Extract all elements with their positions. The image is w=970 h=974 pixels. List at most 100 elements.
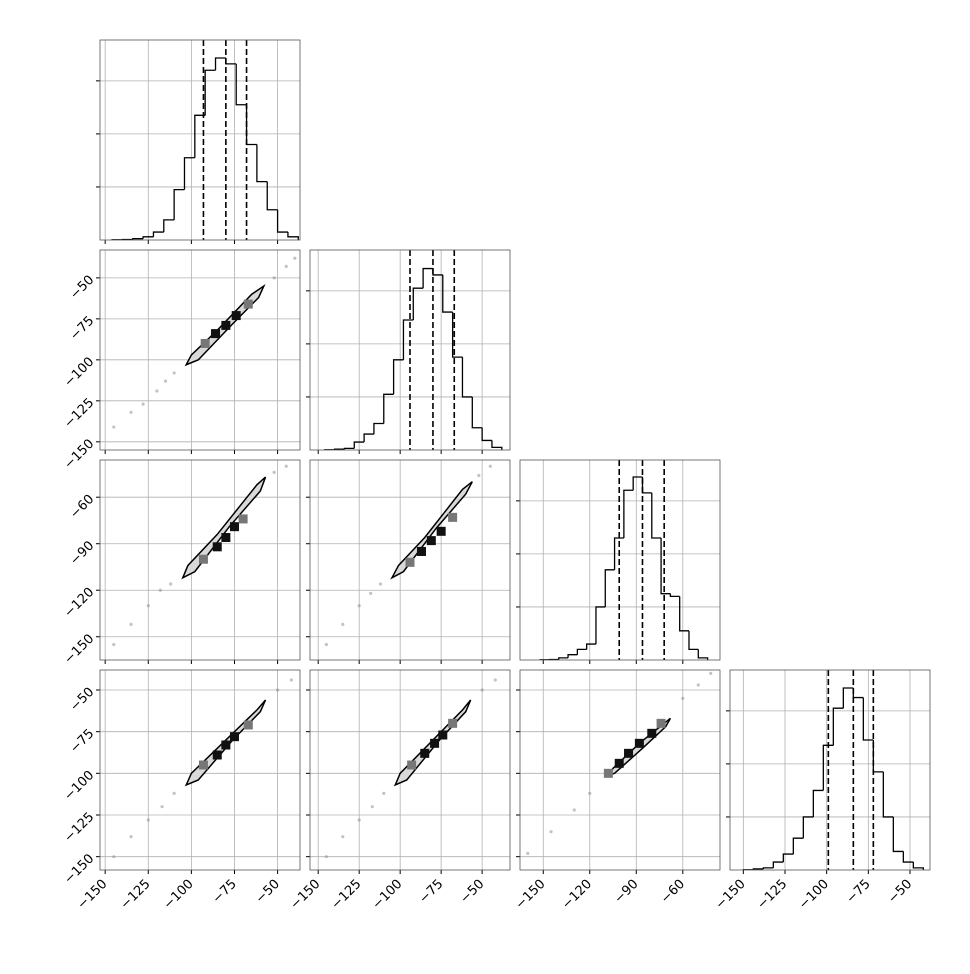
density-peak <box>221 533 230 542</box>
hist-bin <box>423 269 433 289</box>
hist-bin <box>698 649 707 660</box>
hist-bin <box>833 708 843 745</box>
hist-bin <box>642 477 651 493</box>
sample-point <box>276 688 279 691</box>
hist-bin <box>413 288 423 320</box>
x-tick-label: −125 <box>329 877 365 913</box>
hist-bin <box>247 105 257 145</box>
sample-point <box>477 474 480 477</box>
sample-point <box>358 818 361 821</box>
sample-point <box>382 792 385 795</box>
x-tick-label: −75 <box>844 877 874 907</box>
hist-bin <box>216 58 226 70</box>
sample-point <box>173 792 176 795</box>
x-tick-label: −75 <box>416 877 446 907</box>
sample-point <box>129 623 132 626</box>
density-peak <box>420 749 429 758</box>
sample-point <box>379 582 382 585</box>
hist-bin <box>652 493 661 538</box>
hist-bin <box>670 594 679 597</box>
x-tick-label: −150 <box>513 877 549 913</box>
sample-point <box>341 623 344 626</box>
panel: −150−120−90−60 <box>513 670 720 913</box>
x-tick-label: −150 <box>288 877 324 913</box>
density-peak <box>213 751 222 760</box>
density-peak <box>213 542 222 551</box>
density-peak <box>657 719 666 728</box>
x-tick-label: −90 <box>612 877 642 907</box>
density-peak <box>406 558 415 567</box>
contour <box>392 482 472 578</box>
y-tick-label: −150 <box>61 851 97 887</box>
hist-bin <box>913 862 923 870</box>
panel-content <box>100 460 300 660</box>
x-tick-label: −50 <box>457 877 487 907</box>
sample-point <box>142 402 145 405</box>
x-tick-label: −100 <box>161 877 197 913</box>
panel <box>96 40 300 244</box>
panel-content <box>520 670 720 870</box>
density-peak <box>647 729 656 738</box>
hist-bin <box>633 477 642 490</box>
sample-point <box>341 835 344 838</box>
hist-bin <box>893 817 903 851</box>
y-tick-label: −150 <box>61 436 97 472</box>
x-tick-label: −75 <box>210 877 240 907</box>
hist-bin <box>813 790 823 817</box>
x-tick-label: −100 <box>370 877 406 913</box>
x-tick-label: −100 <box>796 877 832 913</box>
hist-bin <box>394 360 404 394</box>
sample-point <box>112 425 115 428</box>
y-tick-label: −50 <box>67 273 97 303</box>
y-tick-label: −120 <box>61 585 97 621</box>
hist-bin <box>257 145 267 182</box>
sample-point <box>285 465 288 468</box>
sample-point <box>293 257 296 260</box>
sample-point <box>147 818 150 821</box>
hist-bin <box>153 232 163 237</box>
hist-bin <box>482 428 492 441</box>
sample-point <box>112 855 115 858</box>
density-peak <box>244 300 253 309</box>
sample-point <box>489 465 492 468</box>
sample-point <box>549 830 552 833</box>
density-peak <box>244 721 253 730</box>
density-peak <box>604 769 613 778</box>
sample-point <box>588 792 591 795</box>
panel: −150−125−100−75−50−150−125−100−75−50 <box>61 670 300 913</box>
panel: −150−120−90−60 <box>61 460 300 667</box>
hist-bin <box>278 210 288 232</box>
density-peak <box>199 555 208 564</box>
sample-point <box>273 471 276 474</box>
hist-bin <box>174 190 184 220</box>
x-tick-label: −125 <box>118 877 154 913</box>
y-tick-label: −75 <box>67 314 97 344</box>
y-tick-label: −100 <box>61 768 97 804</box>
panel-content <box>100 670 300 870</box>
hist-bin <box>873 740 883 772</box>
sample-point <box>129 835 132 838</box>
panel <box>516 460 720 664</box>
density-peak <box>221 321 230 330</box>
density-peak <box>211 329 220 338</box>
sample-point <box>325 855 328 858</box>
panel-frame <box>520 670 720 870</box>
panel-content <box>520 460 720 660</box>
density-peak <box>448 719 457 728</box>
hist-bin <box>492 440 502 450</box>
panel-frame <box>730 670 930 870</box>
panel-content <box>310 670 510 870</box>
y-tick-label: −125 <box>61 396 97 432</box>
sample-point <box>697 683 700 686</box>
sample-point <box>129 411 132 414</box>
density-peak <box>407 761 416 770</box>
sample-point <box>369 592 372 595</box>
y-tick-label: −90 <box>67 538 97 568</box>
panel-content <box>100 40 300 240</box>
density-peak <box>624 749 633 758</box>
y-tick-label: −125 <box>61 810 97 846</box>
sample-point <box>681 697 684 700</box>
sample-point <box>494 678 497 681</box>
hist-bin <box>384 394 394 423</box>
y-tick-label: −150 <box>61 631 97 667</box>
